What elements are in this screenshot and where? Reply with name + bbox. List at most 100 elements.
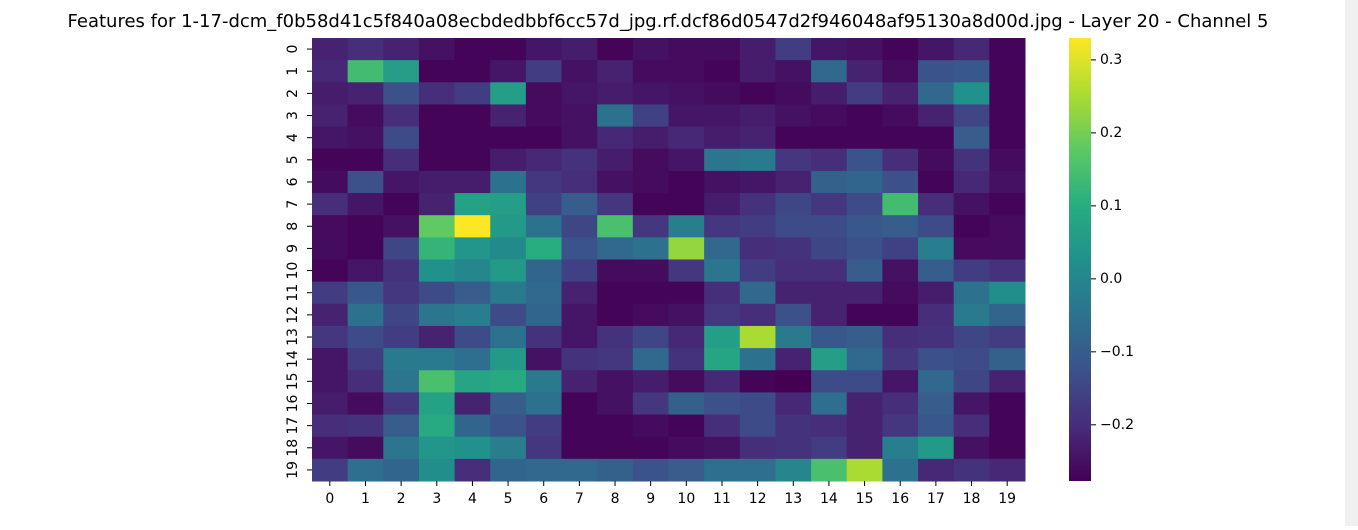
heatmap-cell [739, 215, 776, 238]
heatmap-cell [811, 193, 848, 216]
x-tick-label: 11 [713, 491, 731, 507]
heatmap-cell [418, 60, 456, 83]
heatmap-cell [632, 303, 669, 327]
colorbar-tick-label: 0.0 [1100, 271, 1122, 287]
heatmap-cell [312, 458, 349, 482]
heatmap-cell [918, 325, 955, 349]
heatmap-cell [704, 126, 741, 150]
heatmap-cell [882, 259, 919, 283]
heatmap-cell [953, 170, 990, 194]
heatmap-cell [668, 193, 705, 216]
heatmap-cell [704, 458, 741, 482]
heatmap-cell [668, 82, 705, 105]
heatmap-cell [312, 215, 349, 238]
heatmap-cell [454, 370, 491, 393]
heatmap-cell [454, 126, 491, 150]
heatmap-cell [953, 281, 990, 305]
y-tick-label: 8 [285, 222, 301, 231]
heatmap-cell [383, 414, 420, 438]
heatmap-cell [347, 104, 384, 128]
heatmap-cell [953, 414, 990, 438]
heatmap-cell [846, 38, 883, 61]
heatmap-cell [775, 303, 812, 327]
heatmap-cell [597, 436, 634, 460]
heatmap-cell [347, 237, 384, 260]
heatmap-cell [918, 104, 955, 128]
heatmap-cell [775, 82, 812, 105]
heatmap-cell [775, 60, 812, 83]
colorbar [1069, 38, 1091, 481]
heatmap-cell [418, 104, 456, 128]
heatmap-cell [312, 126, 349, 150]
heatmap-cell [490, 348, 527, 371]
heatmap-cell [953, 370, 990, 393]
heatmap-cell [704, 325, 741, 349]
heatmap-cell [704, 303, 741, 327]
heatmap-cell [739, 392, 776, 416]
heatmap-cell [704, 170, 741, 194]
heatmap-cell [989, 193, 1026, 216]
heatmap-cell [668, 414, 705, 438]
heatmap-cell [953, 325, 990, 349]
heatmap-cell [989, 348, 1026, 371]
colorbar-tick-label: −0.2 [1100, 417, 1134, 433]
heatmap-cell [739, 170, 776, 194]
heatmap-cell [739, 237, 776, 260]
heatmap-cell [383, 392, 420, 416]
heatmap-cell [846, 436, 883, 460]
heatmap-cell [561, 348, 598, 371]
heatmap-cell [739, 148, 776, 172]
heatmap-cell [525, 38, 563, 61]
heatmap-cell [525, 436, 563, 460]
heatmap-cell [775, 414, 812, 438]
heatmap-cell [668, 170, 705, 194]
heatmap-cell [775, 215, 812, 238]
colorbar-tick-label: 0.3 [1100, 52, 1122, 68]
heatmap-cell [953, 38, 990, 61]
heatmap-cell [490, 303, 527, 327]
heatmap-cell [525, 303, 563, 327]
heatmap-cell [668, 436, 705, 460]
heatmap-cell [312, 259, 349, 283]
heatmap-cell [454, 237, 491, 260]
heatmap-cell [561, 215, 598, 238]
heatmap-cell [383, 38, 420, 61]
heatmap-cell [775, 325, 812, 349]
x-tick-label: 12 [749, 491, 767, 507]
heatmap-cell [846, 325, 883, 349]
heatmap-cell [418, 281, 456, 305]
heatmap-cell [632, 170, 669, 194]
heatmap-cell [668, 237, 705, 260]
heatmap-cell [775, 458, 812, 482]
heatmap-cell [347, 259, 384, 283]
heatmap-cell [668, 303, 705, 327]
heatmap-cell [918, 193, 955, 216]
x-tick-label: 15 [856, 491, 874, 507]
heatmap-cell [418, 193, 456, 216]
heatmap-cell [846, 237, 883, 260]
heatmap-cell [561, 325, 598, 349]
heatmap-cell [811, 82, 848, 105]
heatmap-cell [882, 303, 919, 327]
heatmap-cell [953, 126, 990, 150]
y-tick-label: 3 [285, 111, 301, 120]
heatmap-cell [383, 148, 420, 172]
heatmap-cell [846, 281, 883, 305]
heatmap-cell [811, 281, 848, 305]
heatmap-cell [454, 259, 491, 283]
heatmap-cell [597, 325, 634, 349]
x-tick-label: 4 [468, 491, 477, 507]
heatmap-cell [561, 458, 598, 482]
heatmap-cell [597, 414, 634, 438]
heatmap-cell [918, 82, 955, 105]
heatmap-cell [918, 259, 955, 283]
heatmap-cell [989, 414, 1026, 438]
heatmap-cell [632, 458, 669, 482]
heatmap-cell [561, 148, 598, 172]
heatmap-cell [811, 170, 848, 194]
heatmap-cell [525, 370, 563, 393]
heatmap-cell [383, 370, 420, 393]
heatmap-cell [525, 259, 563, 283]
heatmap-cell [454, 193, 491, 216]
